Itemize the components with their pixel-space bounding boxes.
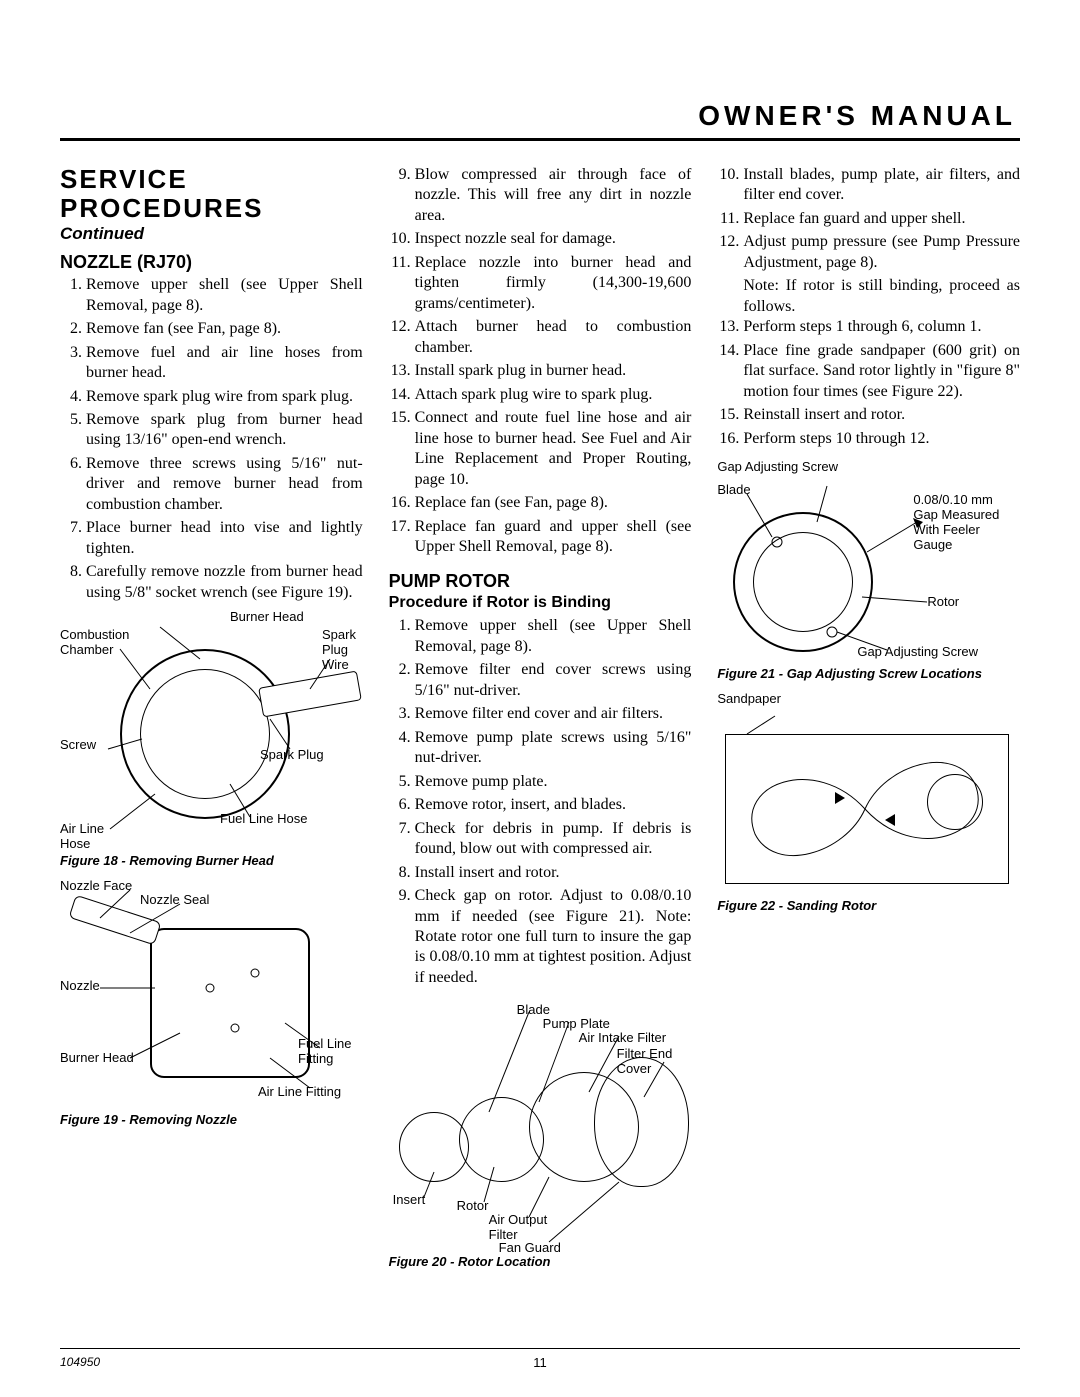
figure-20: Blade Pump Plate Air Intake Filter Filte… — [389, 1002, 689, 1252]
fig19-leads — [60, 878, 360, 1108]
fig21-toplabel: Gap Adjusting Screw — [717, 459, 1020, 474]
lbl-fuel-line-hose: Fuel Line Hose — [220, 811, 307, 826]
step: Remove upper shell (see Upper Shell Remo… — [415, 616, 692, 657]
lbl-pump-plate: Pump Plate — [543, 1016, 610, 1031]
lbl-burner-head-19: Burner Head — [60, 1050, 134, 1065]
step: Replace fan guard and upper shell. — [743, 209, 1020, 229]
pump-heading: PUMP ROTOR — [389, 571, 692, 592]
col2-pump-steps: Remove upper shell (see Upper Shell Remo… — [389, 616, 692, 988]
step: Remove fuel and air line hoses from burn… — [86, 343, 363, 384]
lbl-air-line-hose: Air Line Hose — [60, 821, 104, 851]
step: Replace fan (see Fan, page 8). — [415, 493, 692, 513]
step: Reinstall insert and rotor. — [743, 405, 1020, 425]
step: Remove upper shell (see Upper Shell Remo… — [86, 275, 363, 316]
col1-steps: Remove upper shell (see Upper Shell Remo… — [60, 275, 363, 603]
step: Replace fan guard and upper shell (see U… — [415, 517, 692, 558]
step: Attach spark plug wire to spark plug. — [415, 385, 692, 405]
columns: SERVICE PROCEDURES Continued NOZZLE (RJ7… — [60, 165, 1020, 1279]
figure-19: Nozzle Face Nozzle Seal Nozzle Burner He… — [60, 878, 360, 1108]
section-title-l1: SERVICE — [60, 164, 188, 194]
step: Remove pump plate screws using 5/16" nut… — [415, 728, 692, 769]
page: OWNER'S MANUAL SERVICE PROCEDURES Contin… — [0, 0, 1080, 1319]
lbl-fuel-line-fitting: Fuel Line Fitting — [298, 1036, 351, 1066]
fig22-caption: Figure 22 - Sanding Rotor — [717, 898, 1020, 913]
lbl-meas: 0.08/0.10 mm Gap Measured With Feeler Ga… — [913, 492, 999, 552]
nozzle-heading: NOZZLE (RJ70) — [60, 252, 363, 273]
lbl-nozzle-seal: Nozzle Seal — [140, 892, 209, 907]
fig22-lead — [717, 714, 1017, 734]
step: Replace nozzle into burner head and tigh… — [415, 253, 692, 314]
lbl-air-intake: Air Intake Filter — [579, 1030, 666, 1045]
step: Remove spark plug wire from spark plug. — [86, 387, 363, 407]
figure-21: Blade 0.08/0.10 mm Gap Measured With Fee… — [717, 482, 1017, 662]
doc-number: 104950 — [60, 1355, 100, 1369]
lbl-rotor20: Rotor — [457, 1198, 489, 1213]
lbl-gap-bot: Gap Adjusting Screw — [857, 644, 978, 659]
lbl-filter-end: Filter End Cover — [617, 1046, 673, 1076]
col3-note: Note: If rotor is still binding, proceed… — [717, 276, 1020, 317]
col2-top-steps: Blow compressed air through face of nozz… — [389, 165, 692, 557]
lbl-blade21: Blade — [717, 482, 750, 497]
step: Install insert and rotor. — [415, 863, 692, 883]
step: Place burner head into vise and lightly … — [86, 518, 363, 559]
step: Check for debris in pump. If debris is f… — [415, 819, 692, 860]
page-number: 11 — [533, 1355, 547, 1370]
lbl-fan-guard: Fan Guard — [499, 1240, 561, 1255]
running-head: OWNER'S MANUAL — [60, 100, 1020, 132]
footer: 104950 11 — [60, 1348, 1020, 1369]
rule — [60, 138, 1020, 141]
step: Blow compressed air through face of nozz… — [415, 165, 692, 226]
figure-22 — [717, 714, 1017, 894]
lbl-burner-head: Burner Head — [230, 609, 304, 624]
col3-steps: Install blades, pump plate, air filters,… — [717, 165, 1020, 273]
lbl-spark-plug: Spark Plug — [260, 747, 324, 762]
step: Install blades, pump plate, air filters,… — [743, 165, 1020, 206]
fig18-caption: Figure 18 - Removing Burner Head — [60, 853, 363, 868]
step: Remove spark plug from burner head using… — [86, 410, 363, 451]
step: Check gap on rotor. Adjust to 0.08/0.10 … — [415, 886, 692, 988]
fig22-path — [725, 734, 1009, 884]
step: Perform steps 1 through 6, column 1. — [743, 317, 1020, 337]
step: Perform steps 10 through 12. — [743, 429, 1020, 449]
step: Install spark plug in burner head. — [415, 361, 692, 381]
lbl-screw: Screw — [60, 737, 96, 752]
lbl-rotor21: Rotor — [927, 594, 959, 609]
fig20-caption: Figure 20 - Rotor Location — [389, 1254, 692, 1269]
col3-steps-b: Perform steps 1 through 6, column 1. Pla… — [717, 317, 1020, 449]
section-title: SERVICE PROCEDURES — [60, 165, 363, 222]
step: Remove pump plate. — [415, 772, 692, 792]
lbl-blade20: Blade — [517, 1002, 550, 1017]
step: Connect and route fuel line hose and air… — [415, 408, 692, 490]
lbl-spark-plug-wire: Spark Plug Wire — [322, 627, 356, 672]
fig21-caption: Figure 21 - Gap Adjusting Screw Location… — [717, 666, 1020, 681]
step: Remove three screws using 5/16" nut-driv… — [86, 454, 363, 515]
lbl-insert: Insert — [393, 1192, 426, 1207]
step: Place fine grade sandpaper (600 grit) on… — [743, 341, 1020, 402]
col-1: SERVICE PROCEDURES Continued NOZZLE (RJ7… — [60, 165, 363, 1279]
continued: Continued — [60, 224, 363, 244]
figure-18: Burner Head Combustion Chamber Spark Plu… — [60, 609, 360, 849]
step: Remove fan (see Fan, page 8). — [86, 319, 363, 339]
step: Attach burner head to combustion chamber… — [415, 317, 692, 358]
lbl-nozzle: Nozzle — [60, 978, 100, 993]
lbl-air-line-fitting: Air Line Fitting — [258, 1084, 341, 1099]
pump-sub: Procedure if Rotor is Binding — [389, 594, 692, 612]
fig22-sandpaper-label: Sandpaper — [717, 691, 1020, 706]
col-3: Install blades, pump plate, air filters,… — [717, 165, 1020, 1279]
section-title-l2: PROCEDURES — [60, 193, 263, 223]
step: Remove filter end cover and air filters. — [415, 704, 692, 724]
lbl-air-output: Air Output Filter — [489, 1212, 548, 1242]
step: Carefully remove nozzle from burner head… — [86, 562, 363, 603]
lbl-nozzle-face: Nozzle Face — [60, 878, 132, 893]
step: Remove rotor, insert, and blades. — [415, 795, 692, 815]
step: Adjust pump pressure (see Pump Pressure … — [743, 232, 1020, 273]
step: Remove filter end cover screws using 5/1… — [415, 660, 692, 701]
col-2: Blow compressed air through face of nozz… — [389, 165, 692, 1279]
fig19-caption: Figure 19 - Removing Nozzle — [60, 1112, 363, 1127]
step: Inspect nozzle seal for damage. — [415, 229, 692, 249]
lbl-combustion-chamber: Combustion Chamber — [60, 627, 129, 657]
